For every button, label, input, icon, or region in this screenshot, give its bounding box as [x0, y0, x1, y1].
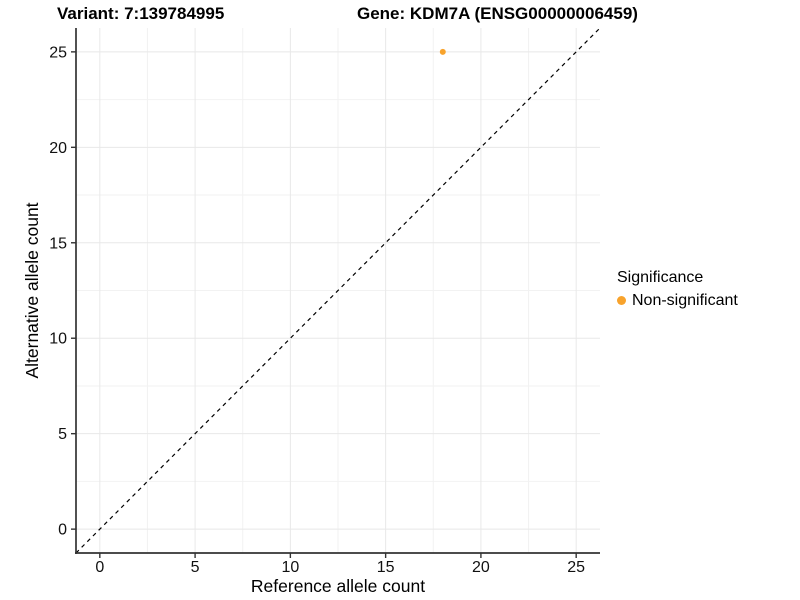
- legend-item-label: Non-significant: [632, 292, 738, 309]
- y-tick-label: 10: [49, 331, 67, 348]
- legend: Significance Non-significant: [617, 268, 738, 310]
- x-tick-label: 10: [281, 559, 299, 576]
- legend-point-icon: [617, 296, 626, 305]
- y-tick-label: 20: [49, 140, 67, 157]
- legend-title: Significance: [617, 269, 704, 286]
- x-axis-title: Reference allele count: [251, 576, 425, 596]
- y-axis-title: Alternative allele count: [22, 202, 42, 378]
- x-tick-label: 25: [567, 559, 585, 576]
- y-tick-label: 15: [49, 235, 67, 252]
- identity-dashed-line: [75, 27, 601, 554]
- variant-title: Variant: 7:139784995: [57, 4, 225, 23]
- y-tick-label: 25: [49, 44, 67, 61]
- x-tick-label: 15: [377, 559, 395, 576]
- y-tick-label: 5: [58, 426, 67, 443]
- data-point: [439, 48, 446, 55]
- legend-item: Non-significant: [617, 291, 738, 310]
- x-tick-label: 0: [95, 559, 104, 576]
- y-tick-label: 0: [58, 522, 67, 539]
- gene-title: Gene: KDM7A (ENSG00000006459): [357, 4, 638, 23]
- x-tick-label: 5: [191, 559, 200, 576]
- x-tick-label: 20: [472, 559, 490, 576]
